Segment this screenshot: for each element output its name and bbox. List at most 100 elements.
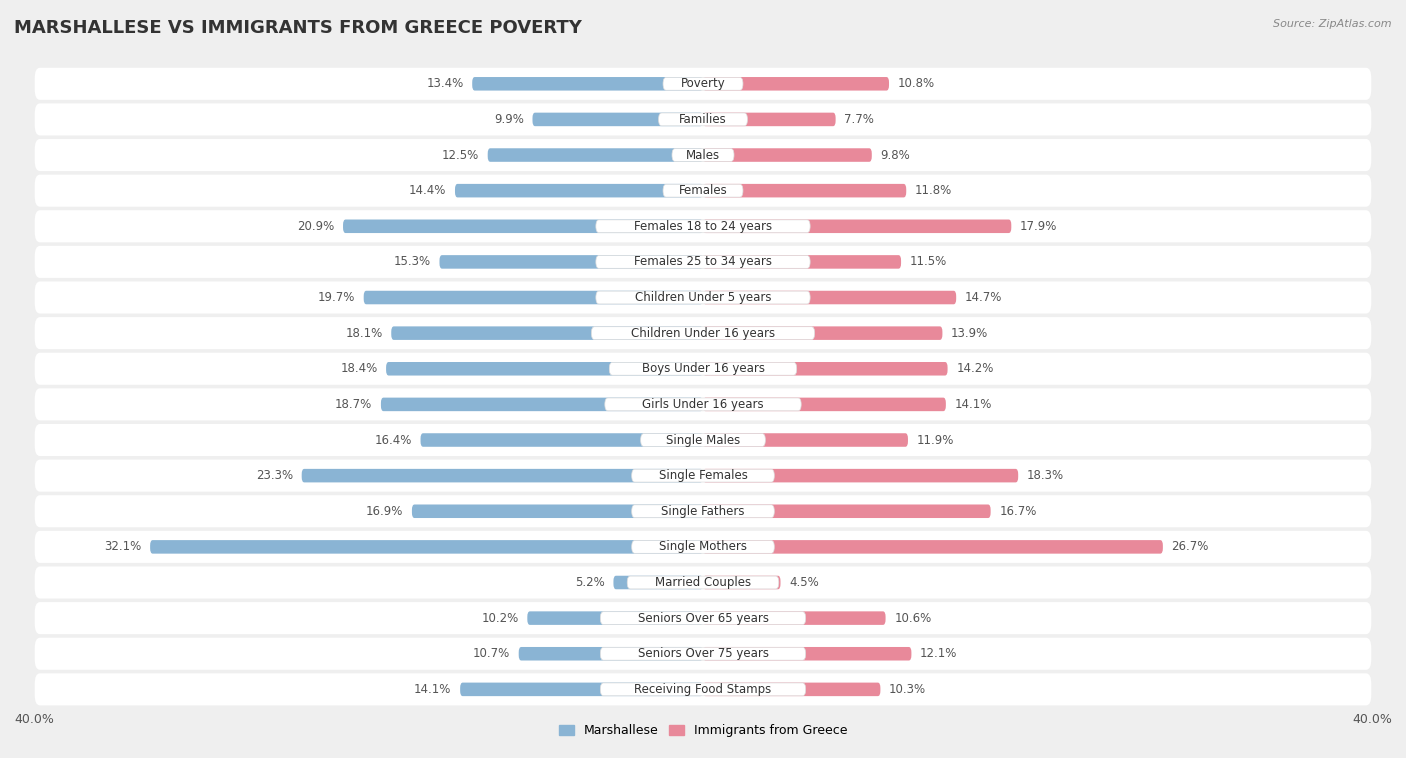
Text: Females: Females [679, 184, 727, 197]
Text: 5.2%: 5.2% [575, 576, 605, 589]
FancyBboxPatch shape [343, 220, 703, 233]
Text: 32.1%: 32.1% [104, 540, 142, 553]
FancyBboxPatch shape [596, 255, 810, 268]
FancyBboxPatch shape [592, 327, 814, 340]
Text: Poverty: Poverty [681, 77, 725, 90]
FancyBboxPatch shape [35, 246, 1371, 278]
Text: 9.8%: 9.8% [880, 149, 910, 161]
FancyBboxPatch shape [703, 255, 901, 268]
FancyBboxPatch shape [703, 149, 872, 161]
Text: 10.2%: 10.2% [481, 612, 519, 625]
Text: Single Males: Single Males [666, 434, 740, 446]
Text: 14.1%: 14.1% [415, 683, 451, 696]
FancyBboxPatch shape [35, 566, 1371, 599]
Text: Families: Families [679, 113, 727, 126]
Text: Single Females: Single Females [658, 469, 748, 482]
Text: 11.5%: 11.5% [910, 255, 946, 268]
FancyBboxPatch shape [703, 362, 948, 375]
FancyBboxPatch shape [456, 184, 703, 197]
Text: 14.7%: 14.7% [965, 291, 1002, 304]
FancyBboxPatch shape [35, 602, 1371, 634]
FancyBboxPatch shape [527, 612, 703, 625]
Text: MARSHALLESE VS IMMIGRANTS FROM GREECE POVERTY: MARSHALLESE VS IMMIGRANTS FROM GREECE PO… [14, 19, 582, 37]
FancyBboxPatch shape [703, 540, 1163, 553]
FancyBboxPatch shape [631, 540, 775, 553]
FancyBboxPatch shape [664, 184, 742, 197]
Text: Single Mothers: Single Mothers [659, 540, 747, 553]
FancyBboxPatch shape [35, 281, 1371, 314]
FancyBboxPatch shape [35, 317, 1371, 349]
FancyBboxPatch shape [703, 683, 880, 696]
FancyBboxPatch shape [35, 531, 1371, 563]
FancyBboxPatch shape [533, 113, 703, 126]
FancyBboxPatch shape [35, 210, 1371, 243]
FancyBboxPatch shape [703, 398, 946, 411]
FancyBboxPatch shape [35, 673, 1371, 706]
Text: 10.8%: 10.8% [897, 77, 935, 90]
FancyBboxPatch shape [672, 149, 734, 161]
Text: 15.3%: 15.3% [394, 255, 430, 268]
Legend: Marshallese, Immigrants from Greece: Marshallese, Immigrants from Greece [554, 719, 852, 742]
Text: Females 18 to 24 years: Females 18 to 24 years [634, 220, 772, 233]
Text: 11.8%: 11.8% [915, 184, 952, 197]
Text: Girls Under 16 years: Girls Under 16 years [643, 398, 763, 411]
Text: 10.6%: 10.6% [894, 612, 931, 625]
Text: 13.4%: 13.4% [426, 77, 464, 90]
FancyBboxPatch shape [613, 576, 703, 589]
FancyBboxPatch shape [631, 505, 775, 518]
FancyBboxPatch shape [703, 291, 956, 304]
FancyBboxPatch shape [35, 495, 1371, 528]
Text: 9.9%: 9.9% [494, 113, 524, 126]
FancyBboxPatch shape [460, 683, 703, 696]
FancyBboxPatch shape [381, 398, 703, 411]
FancyBboxPatch shape [703, 113, 835, 126]
FancyBboxPatch shape [703, 612, 886, 625]
Text: Married Couples: Married Couples [655, 576, 751, 589]
Text: 7.7%: 7.7% [844, 113, 875, 126]
Text: Females 25 to 34 years: Females 25 to 34 years [634, 255, 772, 268]
Text: 11.9%: 11.9% [917, 434, 953, 446]
FancyBboxPatch shape [472, 77, 703, 90]
FancyBboxPatch shape [302, 469, 703, 482]
Text: 18.4%: 18.4% [340, 362, 377, 375]
FancyBboxPatch shape [150, 540, 703, 553]
Text: Single Fathers: Single Fathers [661, 505, 745, 518]
FancyBboxPatch shape [703, 434, 908, 446]
FancyBboxPatch shape [35, 388, 1371, 421]
Text: 18.3%: 18.3% [1026, 469, 1064, 482]
Text: 14.4%: 14.4% [409, 184, 446, 197]
Text: 40.0%: 40.0% [14, 713, 53, 725]
FancyBboxPatch shape [664, 77, 742, 90]
FancyBboxPatch shape [703, 469, 1018, 482]
Text: 12.5%: 12.5% [441, 149, 479, 161]
FancyBboxPatch shape [35, 139, 1371, 171]
FancyBboxPatch shape [35, 103, 1371, 136]
Text: 18.7%: 18.7% [335, 398, 373, 411]
FancyBboxPatch shape [703, 184, 907, 197]
FancyBboxPatch shape [703, 77, 889, 90]
Text: 14.1%: 14.1% [955, 398, 991, 411]
FancyBboxPatch shape [703, 220, 1011, 233]
Text: Source: ZipAtlas.com: Source: ZipAtlas.com [1274, 19, 1392, 29]
FancyBboxPatch shape [519, 647, 703, 660]
FancyBboxPatch shape [35, 637, 1371, 670]
Text: Children Under 16 years: Children Under 16 years [631, 327, 775, 340]
Text: 14.2%: 14.2% [956, 362, 994, 375]
FancyBboxPatch shape [703, 327, 942, 340]
FancyBboxPatch shape [703, 505, 991, 518]
Text: Children Under 5 years: Children Under 5 years [634, 291, 772, 304]
FancyBboxPatch shape [641, 434, 765, 446]
FancyBboxPatch shape [440, 255, 703, 268]
FancyBboxPatch shape [596, 291, 810, 304]
Text: 17.9%: 17.9% [1019, 220, 1057, 233]
Text: Boys Under 16 years: Boys Under 16 years [641, 362, 765, 375]
FancyBboxPatch shape [600, 647, 806, 660]
FancyBboxPatch shape [609, 362, 797, 375]
FancyBboxPatch shape [627, 576, 779, 589]
FancyBboxPatch shape [658, 113, 748, 126]
FancyBboxPatch shape [631, 469, 775, 482]
Text: 20.9%: 20.9% [297, 220, 335, 233]
FancyBboxPatch shape [391, 327, 703, 340]
Text: 12.1%: 12.1% [920, 647, 957, 660]
Text: Seniors Over 65 years: Seniors Over 65 years [637, 612, 769, 625]
